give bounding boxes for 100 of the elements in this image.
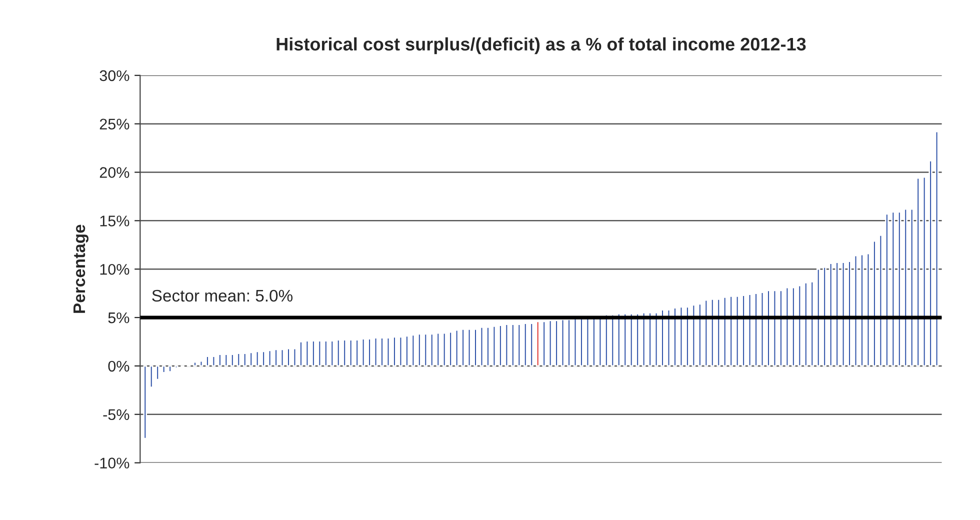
bar — [636, 312, 640, 367]
bar — [280, 348, 284, 367]
bar — [810, 280, 814, 367]
bar — [230, 354, 234, 367]
bar — [580, 318, 584, 367]
bar — [504, 324, 509, 367]
bar — [480, 326, 484, 367]
bar — [436, 332, 440, 367]
bar — [168, 365, 172, 372]
bar — [312, 340, 316, 367]
bar — [542, 320, 546, 367]
bar — [804, 282, 808, 367]
bar — [916, 177, 920, 367]
bar — [754, 292, 758, 367]
bar — [324, 340, 328, 367]
bar — [218, 354, 222, 367]
bar — [224, 354, 228, 367]
bar — [866, 252, 870, 367]
bar — [318, 340, 322, 367]
y-tick-label: -10% — [94, 458, 130, 468]
bar — [779, 290, 783, 367]
bar — [548, 320, 552, 367]
bar — [511, 324, 515, 367]
bar — [474, 328, 478, 367]
bar — [848, 260, 852, 367]
y-tick-label: 5% — [108, 312, 130, 324]
bar — [554, 320, 558, 367]
bar — [286, 348, 290, 367]
bar — [274, 348, 278, 367]
bar — [411, 334, 416, 367]
bar — [292, 348, 297, 367]
bar — [885, 213, 889, 367]
bar — [910, 208, 914, 367]
bar — [368, 338, 372, 367]
bar — [262, 350, 266, 367]
bar — [891, 211, 896, 367]
y-axis-title: Percentage — [74, 224, 89, 313]
bar — [816, 268, 820, 367]
bar — [467, 328, 472, 367]
bar — [604, 314, 608, 367]
bar — [523, 322, 528, 367]
y-tick-label: -5% — [103, 409, 130, 420]
bar — [841, 262, 846, 367]
bar — [380, 337, 384, 367]
bar — [374, 337, 378, 367]
bar — [898, 211, 902, 367]
bar — [199, 360, 204, 367]
chart-title: Historical cost surplus/(deficit) as a % of total income 2012-13 — [276, 37, 806, 54]
y-tick-label: 15% — [100, 216, 130, 226]
y-tick-label: 20% — [100, 167, 130, 178]
bar — [149, 365, 154, 388]
bar — [922, 176, 926, 367]
bar — [729, 296, 733, 367]
bar — [617, 312, 621, 367]
bar — [162, 365, 166, 374]
bar — [934, 130, 939, 367]
bar — [710, 298, 714, 367]
bar — [143, 365, 148, 440]
bar — [398, 336, 403, 367]
bar — [872, 240, 876, 367]
bar — [623, 312, 627, 367]
bar — [212, 356, 216, 367]
bar — [418, 333, 422, 367]
bar — [716, 298, 720, 367]
bar — [573, 318, 578, 367]
bar — [461, 328, 465, 367]
bar — [742, 294, 746, 367]
bar — [255, 350, 260, 367]
bar — [673, 307, 677, 367]
bar — [835, 262, 839, 367]
y-tick-label: 30% — [100, 70, 130, 82]
bar — [792, 286, 796, 367]
bar — [299, 341, 303, 367]
bar — [330, 340, 334, 367]
bar — [536, 320, 540, 367]
bar — [660, 309, 664, 367]
bar — [766, 290, 770, 367]
y-tick-label: 25% — [100, 118, 130, 130]
bar — [193, 361, 197, 367]
bar — [904, 208, 908, 367]
bar — [854, 254, 858, 367]
bar — [305, 340, 310, 367]
bar — [236, 352, 241, 367]
ref-line-label: Sector mean: 5.0% — [152, 290, 293, 302]
bar — [348, 339, 353, 367]
bar — [242, 352, 247, 367]
bar — [648, 312, 652, 367]
y-tick-label: 0% — [108, 360, 130, 372]
bar — [392, 336, 396, 367]
bar — [860, 254, 864, 367]
bar — [928, 160, 932, 367]
bar — [878, 234, 883, 367]
bar — [249, 352, 253, 367]
bar — [424, 333, 428, 367]
bar — [454, 329, 459, 367]
bar — [567, 318, 571, 367]
bar — [405, 335, 409, 367]
bar — [430, 333, 434, 367]
bar — [828, 262, 833, 367]
bar — [268, 350, 272, 367]
